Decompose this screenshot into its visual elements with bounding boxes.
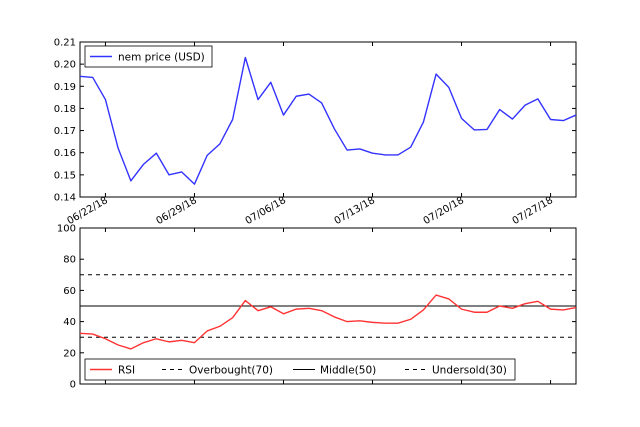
rsi-y-tick-label: 60	[63, 286, 76, 297]
rsi-y-tick-label: 100	[57, 224, 76, 235]
rsi-y-tick-label: 80	[63, 255, 76, 266]
rsi-legend-label: RSI	[118, 365, 135, 377]
price-legend-label: nem price (USD)	[118, 52, 205, 64]
rsi-y-tick-label: 20	[63, 348, 76, 359]
price-legend: nem price (USD)	[84, 45, 213, 68]
undersold-legend-label: Undersold(30)	[432, 365, 507, 377]
price-x-tick-label: 07/06/18	[244, 195, 288, 227]
rsi-y-tick-label: 0	[70, 380, 76, 391]
price-legend-box	[84, 45, 213, 68]
rsi-y-tick-label: 40	[63, 317, 76, 328]
price-chart-panel: 0.140.150.160.170.180.190.200.21 06/22/1…	[54, 38, 577, 227]
price-y-tick-label: 0.20	[54, 60, 76, 71]
price-y-tick-label: 0.15	[54, 170, 76, 181]
price-x-tick-label: 06/29/18	[155, 195, 199, 227]
price-y-tick-label: 0.19	[54, 82, 76, 93]
price-y-tick-label: 0.21	[54, 38, 76, 49]
rsi-series-line	[79, 294, 577, 350]
price-x-tick-label: 07/20/18	[422, 195, 466, 227]
price-plot-frame	[79, 41, 577, 198]
price-y-tick-label: 0.17	[54, 126, 76, 137]
price-y-tick-label: 0.14	[54, 193, 76, 204]
middle-legend-label: Middle(50)	[320, 365, 376, 377]
rsi-chart-panel: 0 20 40 60 80 100 RSI Overbought(70) Middle(5…	[57, 224, 577, 391]
price-x-tick-label: 07/27/18	[511, 195, 555, 227]
overbought-legend-label: Overbought(70)	[189, 365, 273, 377]
rsi-legend: RSI Overbought(70) Middle(50) Undersold(…	[84, 358, 516, 381]
price-series-line	[79, 56, 577, 185]
price-y-tick-label: 0.16	[54, 148, 76, 159]
price-x-tick-label: 07/13/18	[333, 195, 377, 227]
price-y-tick-label: 0.18	[54, 104, 76, 115]
